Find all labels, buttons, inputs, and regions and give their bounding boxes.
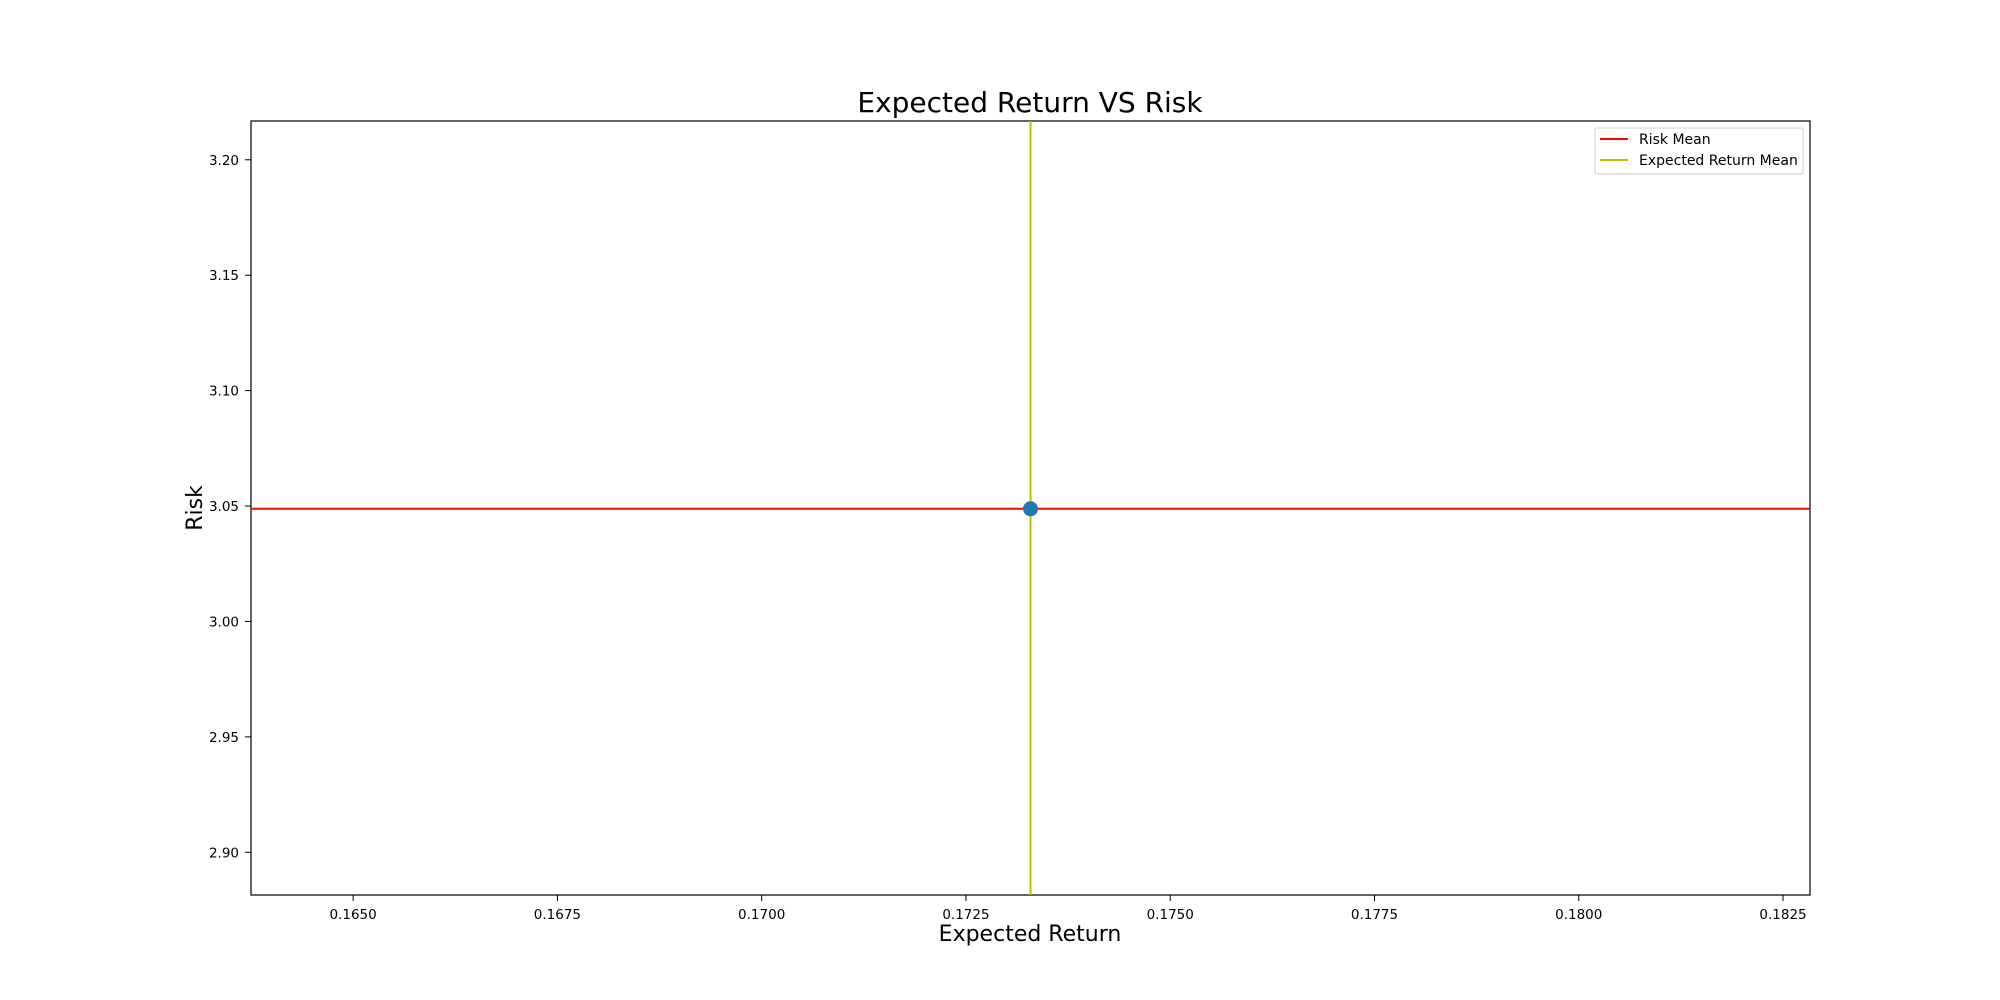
y-tick-label: 3.10 [209,384,239,400]
x-tick-label: 0.1825 [1759,907,1806,923]
legend-box [1594,127,1804,175]
y-axis-ticks: 2.90 2.95 3.00 3.05 3.10 3.15 3.20 [209,153,251,861]
y-tick-label: 3.15 [209,268,239,284]
x-tick-label: 0.1775 [1351,907,1398,923]
x-tick-label: 0.1750 [1147,907,1194,923]
y-tick-label: 2.90 [209,845,239,861]
x-axis-ticks: 0.1650 0.1675 0.1700 0.1725 0.1750 0.1775 0.18… [330,895,1807,923]
x-tick-label: 0.1675 [534,907,581,923]
x-tick-label: 0.1650 [330,907,377,923]
x-axis-label: Expected Return [939,922,1122,947]
y-tick-label: 3.20 [209,153,239,169]
y-axis-label: Risk [183,485,208,531]
y-tick-label: 2.95 [209,730,239,746]
x-tick-label: 0.1700 [738,907,785,923]
legend-label-risk-mean: Risk Mean [1639,132,1711,148]
y-tick-label: 3.05 [209,499,239,515]
legend-label-expected-return-mean: Expected Return Mean [1639,153,1798,169]
x-tick-label: 0.1725 [942,907,989,923]
y-tick-label: 3.00 [209,614,239,630]
scatter-point [1023,501,1038,517]
legend: Risk Mean Expected Return Mean [1594,127,1804,175]
data-points [1023,501,1038,517]
chart-title: Expected Return VS Risk [857,86,1203,119]
x-tick-label: 0.1800 [1555,907,1602,923]
